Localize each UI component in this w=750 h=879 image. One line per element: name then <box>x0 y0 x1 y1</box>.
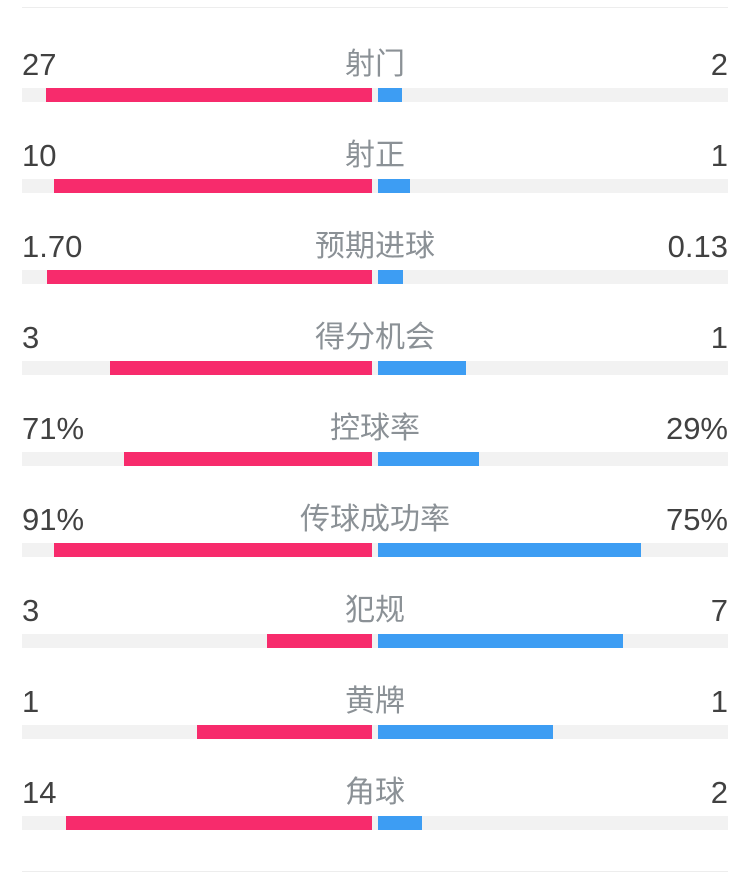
bar-track <box>22 543 728 557</box>
away-value: 2 <box>710 775 728 810</box>
stat-label: 控球率 <box>330 412 420 445</box>
home-value: 10 <box>22 138 57 173</box>
stat-values-line: 27 射门 2 <box>22 46 728 84</box>
stat-row: 1 黄牌 1 <box>0 681 750 772</box>
home-bar <box>197 725 372 739</box>
bottom-divider <box>22 871 728 872</box>
stat-label: 传球成功率 <box>300 503 450 536</box>
home-value: 3 <box>22 593 40 628</box>
away-bar <box>378 88 403 102</box>
stat-row: 1.70 预期进球 0.13 <box>0 226 750 317</box>
away-bar <box>378 270 403 284</box>
bar-track <box>22 452 728 466</box>
away-bar <box>378 634 623 648</box>
stat-label: 犯规 <box>345 594 405 627</box>
stat-row: 3 得分机会 1 <box>0 317 750 408</box>
away-bar <box>378 725 553 739</box>
away-value: 7 <box>710 593 728 628</box>
home-bar <box>53 179 372 193</box>
stat-label: 射门 <box>345 48 405 81</box>
away-value: 1 <box>710 684 728 719</box>
away-bar <box>378 816 422 830</box>
home-value: 3 <box>22 320 40 355</box>
home-value: 14 <box>22 775 57 810</box>
away-bar <box>378 179 410 193</box>
stat-row: 10 射正 1 <box>0 135 750 226</box>
home-value: 1.70 <box>22 229 83 264</box>
away-value: 2 <box>710 47 728 82</box>
home-value: 27 <box>22 47 57 82</box>
home-value: 1 <box>22 684 40 719</box>
away-value: 1 <box>710 138 728 173</box>
stat-label: 黄牌 <box>345 685 405 718</box>
home-value: 91% <box>22 502 85 537</box>
stat-label: 得分机会 <box>315 321 435 354</box>
stat-values-line: 10 射正 1 <box>22 137 728 175</box>
away-bar <box>378 543 641 557</box>
away-value: 1 <box>710 320 728 355</box>
stat-label: 角球 <box>345 776 405 809</box>
bar-track <box>22 361 728 375</box>
away-bar <box>378 361 466 375</box>
stat-values-line: 3 得分机会 1 <box>22 319 728 357</box>
stat-row: 91% 传球成功率 75% <box>0 499 750 590</box>
stat-values-line: 71% 控球率 29% <box>22 410 728 448</box>
stat-values-line: 1.70 预期进球 0.13 <box>22 228 728 266</box>
home-bar <box>109 361 372 375</box>
stat-values-line: 14 角球 2 <box>22 774 728 812</box>
bar-track <box>22 634 728 648</box>
stat-values-line: 91% 传球成功率 75% <box>22 501 728 539</box>
bar-track <box>22 725 728 739</box>
stat-label: 射正 <box>345 139 405 172</box>
stat-label: 预期进球 <box>315 230 435 263</box>
home-bar <box>53 543 372 557</box>
bar-track <box>22 270 728 284</box>
bar-track <box>22 816 728 830</box>
stats-list: 27 射门 2 10 射正 1 1.70 预期进球 0.13 3 <box>0 44 750 863</box>
stat-values-line: 1 黄牌 1 <box>22 683 728 721</box>
home-bar <box>46 88 372 102</box>
stat-values-line: 3 犯规 7 <box>22 592 728 630</box>
away-bar <box>378 452 480 466</box>
home-bar <box>46 270 372 284</box>
stat-row: 3 犯规 7 <box>0 590 750 681</box>
stat-row: 71% 控球率 29% <box>0 408 750 499</box>
bar-track <box>22 88 728 102</box>
stat-row: 27 射门 2 <box>0 44 750 135</box>
stat-row: 14 角球 2 <box>0 772 750 863</box>
top-divider <box>22 7 728 8</box>
away-value: 29% <box>665 411 728 446</box>
home-bar <box>267 634 372 648</box>
home-bar <box>123 452 372 466</box>
away-value: 75% <box>665 502 728 537</box>
home-value: 71% <box>22 411 85 446</box>
bar-track <box>22 179 728 193</box>
home-bar <box>65 816 372 830</box>
away-value: 0.13 <box>667 229 728 264</box>
